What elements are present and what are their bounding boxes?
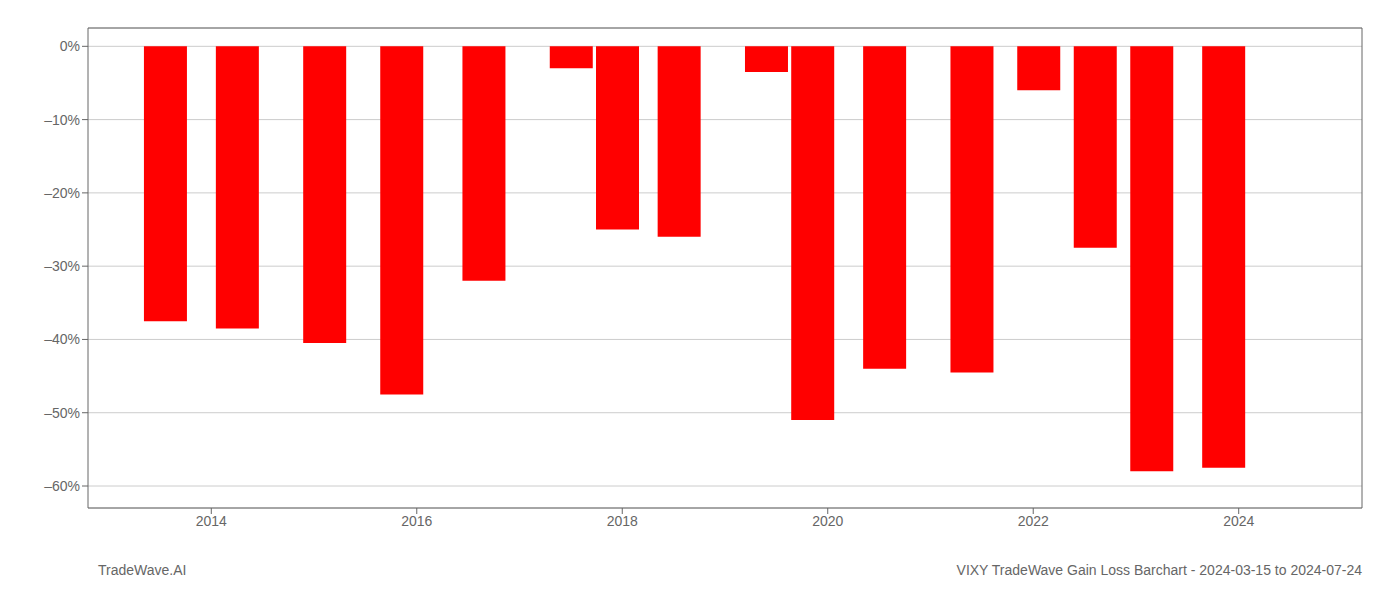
- svg-text:–30%: –30%: [44, 258, 80, 274]
- html-text:TradeWave.AI: TradeWave.AI: [98, 562, 187, 578]
- svg-text:2014: 2014: [196, 513, 227, 529]
- svg-text:–50%: –50%: [44, 405, 80, 421]
- svg-text:2016: 2016: [401, 513, 432, 529]
- svg-text:–10%: –10%: [44, 112, 80, 128]
- svg-text:–60%: –60%: [44, 478, 80, 494]
- svg-text:2022: 2022: [1018, 513, 1049, 529]
- svg-text:–20%: –20%: [44, 185, 80, 201]
- svg-text:2018: 2018: [607, 513, 638, 529]
- svg-text:0%: 0%: [60, 38, 80, 54]
- html-text:VIXY TradeWave Gain Loss Barch: VIXY TradeWave Gain Loss Barchart - 2024…: [956, 562, 1362, 578]
- svg-text:–40%: –40%: [44, 331, 80, 347]
- svg-text:2020: 2020: [812, 513, 843, 529]
- svg-text:2024: 2024: [1223, 513, 1254, 529]
